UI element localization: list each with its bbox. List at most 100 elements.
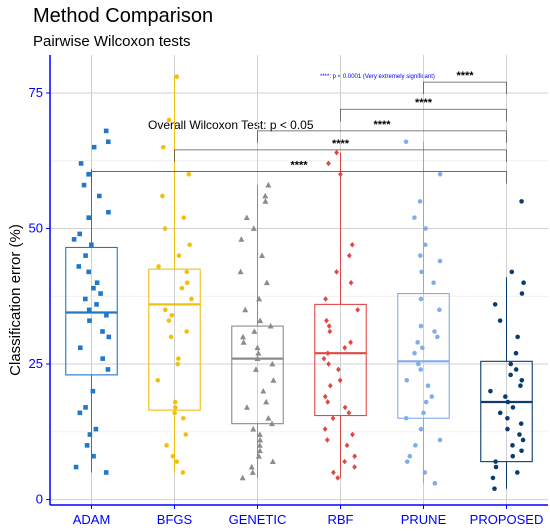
data-point [176, 356, 181, 361]
data-point [327, 328, 333, 335]
box-iqr [480, 360, 533, 463]
data-point [326, 361, 331, 367]
data-point [422, 470, 428, 475]
data-point [346, 252, 352, 259]
data-point [81, 182, 87, 188]
data-point [262, 198, 269, 204]
data-point [175, 361, 181, 367]
data-point [249, 469, 256, 475]
data-point [172, 410, 177, 416]
data-point [96, 193, 102, 199]
data-point [327, 382, 333, 389]
data-point [91, 144, 97, 150]
data-point [77, 231, 83, 237]
data-point [510, 453, 516, 459]
data-point [250, 425, 257, 432]
data-point [503, 394, 508, 399]
box-iqr [314, 303, 367, 417]
data-point [423, 399, 429, 405]
data-point [267, 322, 274, 329]
data-point [493, 464, 499, 470]
data-point [256, 447, 263, 454]
data-point [432, 329, 437, 334]
data-point [422, 242, 428, 248]
data-point [184, 280, 190, 286]
data-point [488, 388, 493, 394]
significance-bracket [423, 81, 507, 95]
data-point [238, 236, 245, 242]
data-point [257, 436, 264, 443]
data-point [257, 317, 264, 324]
data-point [334, 269, 339, 275]
x-tick-label: GENETIC [229, 512, 287, 527]
data-point [93, 426, 99, 432]
data-point [352, 453, 358, 460]
data-point [179, 285, 185, 291]
data-point [324, 317, 329, 324]
chart-subtitle: Pairwise Wilcoxon tests [33, 33, 191, 50]
data-point [94, 302, 99, 307]
data-point [421, 410, 426, 416]
data-point [270, 377, 277, 383]
data-point [415, 340, 420, 345]
data-point [255, 349, 262, 356]
significance-bracket [174, 149, 507, 162]
significance-bracket [340, 108, 507, 122]
data-point [237, 268, 244, 275]
data-point [265, 415, 272, 421]
data-point [269, 458, 276, 465]
data-point [181, 215, 187, 220]
data-point [89, 242, 94, 248]
x-tick-label: PRUNE [401, 512, 447, 527]
data-point [252, 366, 259, 372]
box-iqr [148, 268, 201, 411]
data-point [342, 404, 348, 411]
data-point [515, 470, 520, 475]
data-point [322, 426, 328, 432]
significance-bracket [257, 130, 507, 143]
data-point [418, 426, 424, 432]
data-point [83, 405, 88, 410]
significance-label: **** [332, 138, 350, 150]
data-point [348, 339, 353, 346]
significance-label: **** [290, 160, 308, 172]
data-point [187, 242, 192, 248]
data-point [417, 199, 423, 204]
data-point [183, 432, 189, 437]
data-point [518, 383, 523, 389]
data-point [90, 388, 96, 394]
data-point [325, 399, 331, 405]
data-point [100, 356, 105, 361]
data-point [242, 306, 249, 313]
data-point [497, 410, 503, 416]
data-point [324, 437, 330, 443]
data-point [519, 291, 525, 296]
data-point [180, 470, 186, 475]
data-point [86, 171, 91, 177]
data-point [105, 367, 111, 372]
data-point [86, 269, 91, 275]
box-iqr [65, 246, 118, 376]
data-point [87, 318, 92, 323]
significance-bracket [91, 171, 507, 184]
data-point [342, 458, 348, 465]
data-point [510, 405, 516, 410]
data-point [160, 193, 165, 199]
data-point [326, 323, 332, 329]
data-point [348, 279, 354, 286]
data-point [86, 307, 92, 313]
data-point [86, 215, 92, 220]
data-point [104, 312, 109, 318]
data-point [323, 296, 328, 302]
data-point [91, 285, 96, 291]
data-point [432, 481, 438, 486]
data-point [103, 470, 109, 475]
data-point [260, 387, 267, 394]
data-point [164, 443, 169, 448]
y-tick-label: 50 [29, 220, 43, 235]
data-point [418, 367, 424, 372]
data-point [505, 415, 510, 421]
data-point [78, 345, 83, 351]
data-point [254, 355, 261, 362]
data-point [269, 420, 276, 427]
